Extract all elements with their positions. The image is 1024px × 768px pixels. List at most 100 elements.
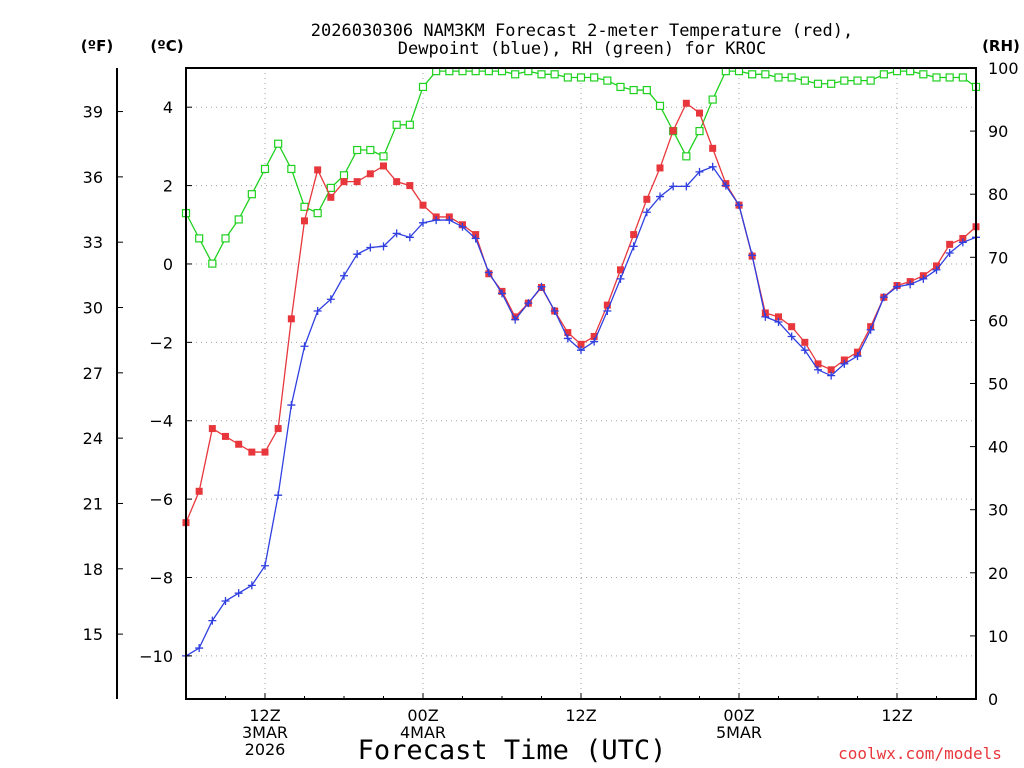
- dewpoint-point: [471, 234, 480, 243]
- dewpoint-point: [774, 317, 783, 326]
- dewpoint-point: [274, 491, 283, 500]
- chart-title-line2: Dewpoint (blue), RH (green) for KROC: [398, 39, 766, 59]
- watermark: coolwx.com/models: [838, 744, 1002, 763]
- rh-point: [761, 70, 770, 79]
- rh-point: [748, 70, 757, 79]
- dewpoint-point: [866, 325, 875, 334]
- dewpoint-point: [603, 306, 612, 315]
- dewpoint-point: [353, 250, 362, 259]
- rh-point: [537, 70, 546, 79]
- temperature-point: [617, 266, 624, 274]
- x-tick-label: 5MAR: [716, 723, 762, 742]
- temperature-point: [682, 99, 690, 107]
- temperature-point: [419, 201, 427, 209]
- rh-point: [827, 79, 836, 88]
- dewpoint-point: [682, 182, 691, 191]
- rh-point: [616, 82, 625, 92]
- rh-point: [326, 183, 335, 192]
- dewpoint-point: [761, 312, 770, 321]
- temperature-point: [235, 440, 243, 448]
- dewpoint-point: [590, 337, 599, 346]
- fahrenheit-tick-label: 30: [83, 299, 103, 318]
- rh-point: [550, 70, 559, 79]
- temperature-point: [274, 425, 282, 433]
- temperature-point: [287, 315, 295, 323]
- dewpoint-point: [445, 216, 454, 225]
- dewpoint-point: [748, 251, 757, 260]
- rh-point: [813, 79, 823, 88]
- fahrenheit-tick-label: 33: [83, 233, 103, 252]
- celsius-unit-label: (ºC): [150, 37, 183, 55]
- temperature-point: [630, 231, 638, 239]
- axes-layer: 420−2−4−6−8−1039363330272421181510090807…: [83, 59, 1019, 759]
- temperature-point: [775, 313, 782, 321]
- celsius-tick-label: −10: [139, 647, 173, 666]
- dewpoint-point: [287, 401, 296, 410]
- temperature-point: [603, 301, 611, 309]
- temperature-point: [669, 127, 677, 135]
- temperature-point: [406, 182, 414, 190]
- rh-point: [313, 209, 322, 218]
- dewpoint-point: [550, 306, 559, 315]
- dewpoint-point: [958, 238, 967, 247]
- dewpoint-point: [498, 289, 506, 298]
- dewpoint-point: [642, 208, 651, 217]
- rh-point: [590, 73, 599, 82]
- temperature-point: [314, 166, 322, 174]
- rh-point: [945, 73, 954, 82]
- rh-point: [603, 76, 612, 85]
- dewpoint-point: [300, 342, 309, 351]
- rh-point: [958, 73, 967, 82]
- temperature-point: [577, 340, 585, 348]
- dewpoint-point: [906, 280, 915, 289]
- temperature-point: [827, 366, 835, 374]
- fahrenheit-tick-label: 39: [83, 103, 103, 122]
- dewpoint-point: [405, 233, 414, 242]
- chart-title-line1: 2026030306 NAM3KM Forecast 2-meter Tempe…: [311, 21, 853, 41]
- rh-point: [879, 70, 888, 79]
- fahrenheit-tick-label: 21: [83, 494, 103, 513]
- x-tick-label: 00Z: [723, 706, 754, 725]
- dewpoint-point: [656, 192, 664, 201]
- fahrenheit-tick-label: 18: [83, 560, 103, 579]
- rh-tick-label: 90: [988, 122, 1008, 141]
- celsius-tick-label: −4: [149, 412, 173, 431]
- temperature-point: [709, 144, 717, 152]
- celsius-tick-label: −6: [149, 490, 173, 509]
- temperature-point: [814, 360, 822, 368]
- dewpoint-point: [195, 644, 204, 653]
- rh-point: [195, 234, 204, 243]
- rh-point: [234, 215, 243, 224]
- dewpoint-point: [721, 181, 730, 190]
- dewpoint-point: [313, 306, 322, 315]
- rh-point: [392, 120, 401, 129]
- rh-point: [682, 152, 691, 161]
- dewpoint-point: [511, 315, 520, 324]
- dewpoint-point: [261, 561, 269, 570]
- rh-tick-label: 100: [988, 59, 1019, 78]
- dewpoint-point: [853, 352, 862, 361]
- celsius-tick-label: 4: [163, 98, 173, 117]
- rh-point: [208, 259, 217, 268]
- x-tick-label: 4MAR: [400, 723, 446, 742]
- temperature-point: [380, 162, 387, 170]
- dewpoint-point: [879, 293, 888, 302]
- temperature-point: [643, 195, 651, 203]
- rh-point: [695, 126, 704, 136]
- temperature-line: [185, 102, 977, 523]
- rh-point: [774, 73, 783, 82]
- celsius-tick-label: −2: [149, 333, 173, 352]
- temperature-point: [353, 178, 361, 186]
- rh-point: [379, 152, 388, 161]
- celsius-tick-label: −8: [149, 569, 173, 588]
- dewpoint-point: [919, 274, 928, 283]
- temperature-point: [590, 332, 598, 340]
- fahrenheit-tick-label: 36: [83, 168, 103, 187]
- x-tick-label: 00Z: [407, 706, 438, 725]
- dewpoint-point: [484, 268, 493, 277]
- dewpoint-point: [616, 274, 625, 283]
- rh-point: [339, 171, 349, 180]
- dewpoint-point: [524, 299, 533, 308]
- rh-point: [708, 95, 717, 104]
- rh-point: [405, 120, 414, 129]
